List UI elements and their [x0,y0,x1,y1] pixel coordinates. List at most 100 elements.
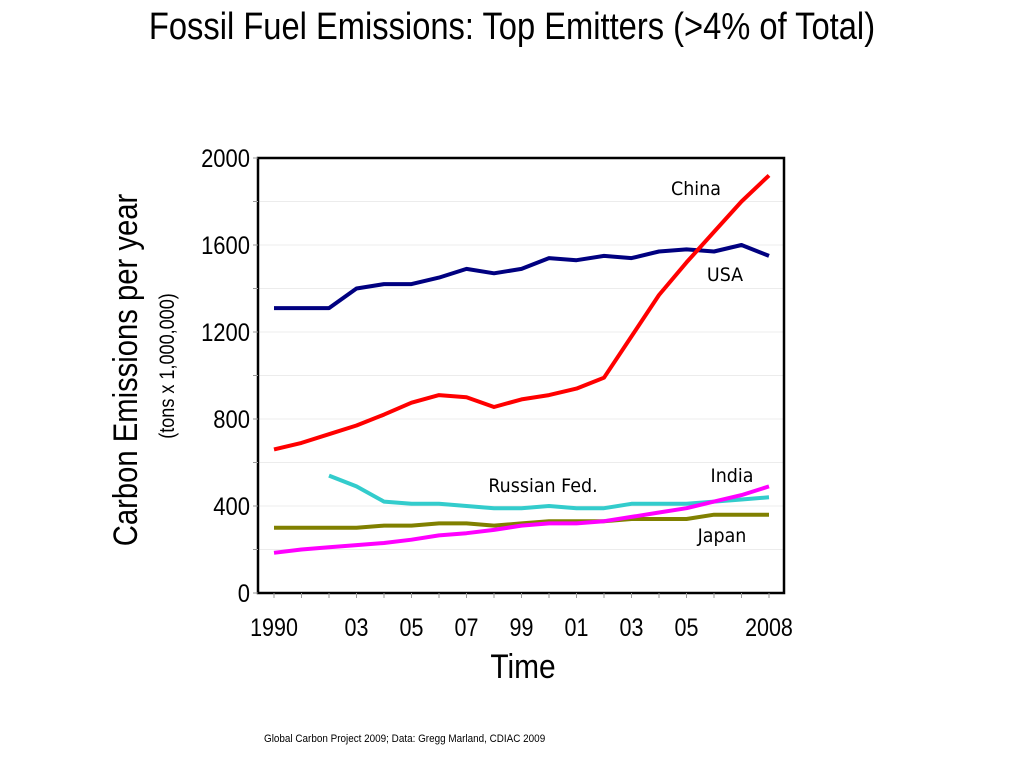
x-tick-label: 01 [565,613,589,641]
data-point-usa [575,258,579,262]
data-point-india [575,521,579,525]
data-point-usa [382,282,386,286]
data-point-india [767,484,771,488]
y-tick-label: 2000 [201,145,250,173]
data-point-india [300,548,304,552]
data-point-china [712,230,716,234]
data-point-russian-fed [685,502,689,506]
data-point-japan [767,513,771,517]
x-axis-label: Time [490,647,555,685]
data-point-china [630,334,634,338]
data-point-china [272,447,276,451]
annotation-india: India [711,465,754,487]
data-point-india [437,533,441,537]
series-line-india [273,484,770,555]
y-tick-label: 1200 [201,319,250,347]
data-point-japan [272,526,276,530]
data-point-india [630,515,634,519]
data-point-china [437,393,441,397]
data-point-russian-fed [575,506,579,510]
data-point-japan [465,521,469,525]
data-point-india [465,531,469,535]
data-point-china [657,293,661,297]
data-point-japan [355,526,359,530]
data-point-india [272,551,276,555]
data-point-china [740,200,744,204]
y-axis-ticks: 0 400 800 1200 1600 2000 [201,145,258,608]
source-credit: Global Carbon Project 2009; Data: Gregg … [264,733,546,745]
x-axis-ticks: 1990 03 05 07 99 01 03 05 2008 [250,593,793,641]
data-point-usa [630,256,634,260]
x-tick-label: 99 [510,613,534,641]
data-point-russian-fed [602,506,606,510]
series-annotations: China USA Russian Fed. India Japan [488,178,753,547]
data-point-usa [410,282,414,286]
annotation-japan: Japan [697,525,747,547]
data-point-china [520,397,524,401]
data-point-russian-fed [630,502,634,506]
data-point-usa [355,287,359,291]
data-point-china [327,432,331,436]
data-point-india [685,506,689,510]
data-point-japan [382,524,386,528]
data-point-india [410,538,414,542]
data-point-china [410,401,414,405]
data-point-japan [657,517,661,521]
data-point-china [300,441,304,445]
data-point-india [327,545,331,549]
data-point-russian-fed [437,502,441,506]
data-point-india [547,521,551,525]
data-point-china [602,376,606,380]
data-point-india [602,519,606,523]
data-point-russian-fed [492,506,496,510]
data-point-japan [327,526,331,530]
series-line-usa [274,243,770,311]
x-tick-label: 05 [400,613,424,641]
data-point-india [355,543,359,547]
data-point-japan [740,513,744,517]
x-tick-label: 03 [345,613,369,641]
series-line-china [273,173,771,452]
data-point-india [740,493,744,497]
y-tick-label: 0 [238,580,250,608]
x-tick-label: 07 [455,613,479,641]
data-point-russian-fed [547,504,551,508]
x-tick-label: 03 [620,613,644,641]
y-tick-label: 800 [213,406,250,434]
data-point-russian-fed [382,500,386,504]
data-point-china [547,393,551,397]
data-point-russian-fed [520,506,524,510]
data-point-usa [740,243,744,247]
data-point-china [492,405,496,409]
y-axis-label: Carbon Emissions per year [106,193,145,546]
series-lines [272,173,771,555]
data-point-china [465,395,469,399]
series-line-russian-fed [328,473,770,511]
data-point-russian-fed [410,502,414,506]
data-point-usa [520,267,524,271]
y-tick-label: 400 [213,493,250,521]
data-point-usa [657,250,661,254]
data-point-usa [492,271,496,275]
data-point-usa [437,276,441,280]
data-point-japan [410,524,414,528]
data-point-china [382,413,386,417]
data-point-usa [327,306,331,310]
x-tick-label: 1990 [250,613,298,641]
y-axis-sublabel: (tons x 1,000,000) [156,293,180,439]
data-point-usa [547,256,551,260]
data-point-china [767,173,771,177]
data-point-india [492,528,496,532]
data-point-usa [465,267,469,271]
x-tick-label: 2008 [745,613,793,641]
data-point-japan [712,513,716,517]
data-point-usa [685,247,689,251]
data-point-russian-fed [327,474,331,478]
annotation-usa: USA [707,264,744,286]
data-point-india [382,541,386,545]
annotation-china: China [671,178,721,200]
data-point-usa [602,254,606,258]
data-point-japan [492,524,496,528]
data-point-russian-fed [465,504,469,508]
data-point-china [355,424,359,428]
